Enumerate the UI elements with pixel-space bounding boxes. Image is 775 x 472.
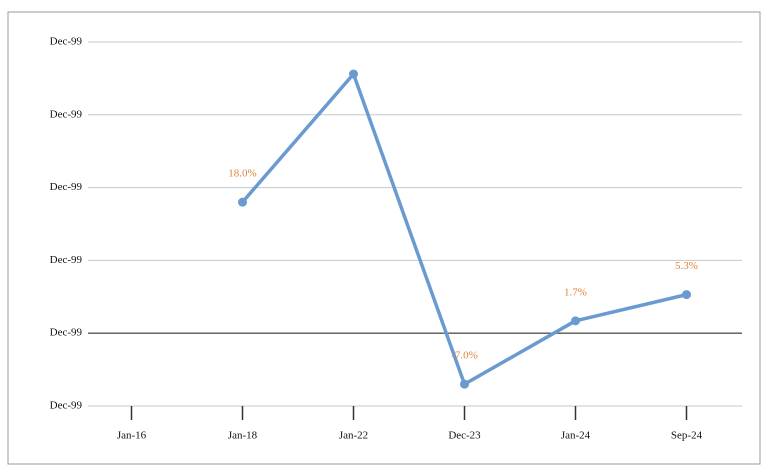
value-label: 18.0% <box>228 168 256 180</box>
y-tick-label: Dec-99 <box>50 181 83 193</box>
point <box>460 379 469 389</box>
point <box>682 290 691 300</box>
x-tick-label: Jan-18 <box>228 430 258 442</box>
point <box>349 69 358 79</box>
y-tick-label: Dec-99 <box>50 254 83 266</box>
point <box>571 316 580 326</box>
value-label: 5.3% <box>675 260 698 272</box>
x-tick-label: Jan-16 <box>117 430 147 442</box>
y-tick-label: Dec-99 <box>50 36 83 48</box>
point <box>238 197 247 207</box>
y-tick-label: Dec-99 <box>50 327 83 339</box>
y-tick-label: Dec-99 <box>50 108 83 120</box>
x-tick-label: Sep-24 <box>671 430 703 442</box>
y-tick-label: Dec-99 <box>50 400 83 412</box>
x-tick-label: Jan-22 <box>339 430 368 442</box>
value-label: 1.7% <box>564 286 587 298</box>
value-label: -7.0% <box>451 350 478 362</box>
x-tick-label: Jan-24 <box>561 430 591 442</box>
frame <box>7 11 761 465</box>
x-tick-label: Dec-23 <box>448 430 481 442</box>
series-line <box>241 72 687 386</box>
